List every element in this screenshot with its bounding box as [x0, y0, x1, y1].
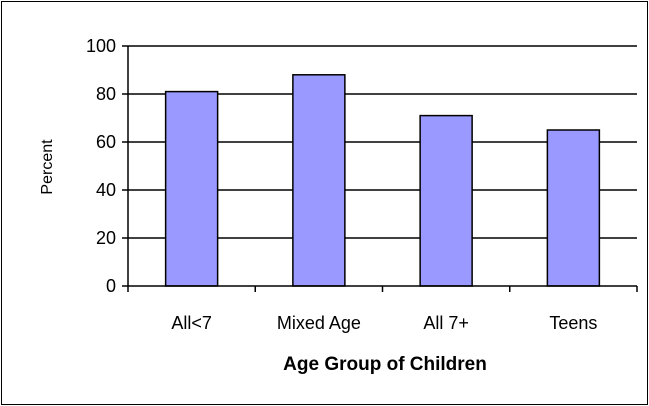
bar: [546, 129, 601, 287]
x-tick-label: Teens: [549, 313, 597, 333]
bar: [292, 74, 346, 287]
y-tick-label: 20: [96, 228, 116, 248]
y-tick-label: 100: [86, 36, 116, 56]
x-tick-label: All 7+: [423, 313, 469, 333]
bars: [164, 74, 601, 287]
y-tick-label: 40: [96, 180, 116, 200]
ticks: [122, 45, 638, 292]
y-tick-label: 60: [96, 132, 116, 152]
y-tick-labels: 0 20 40 60 80 100: [86, 36, 116, 296]
y-tick-label: 0: [106, 276, 116, 296]
x-tick-labels: All<7 Mixed Age All 7+ Teens: [171, 313, 597, 333]
x-axis-title: Age Group of Children: [283, 354, 487, 375]
bar: [164, 90, 219, 287]
x-tick-label: All<7: [171, 313, 212, 333]
x-tick-label: Mixed Age: [277, 313, 361, 333]
y-axis-title: Percent: [39, 139, 56, 195]
y-tick-label: 80: [96, 84, 116, 104]
bar: [419, 114, 473, 287]
